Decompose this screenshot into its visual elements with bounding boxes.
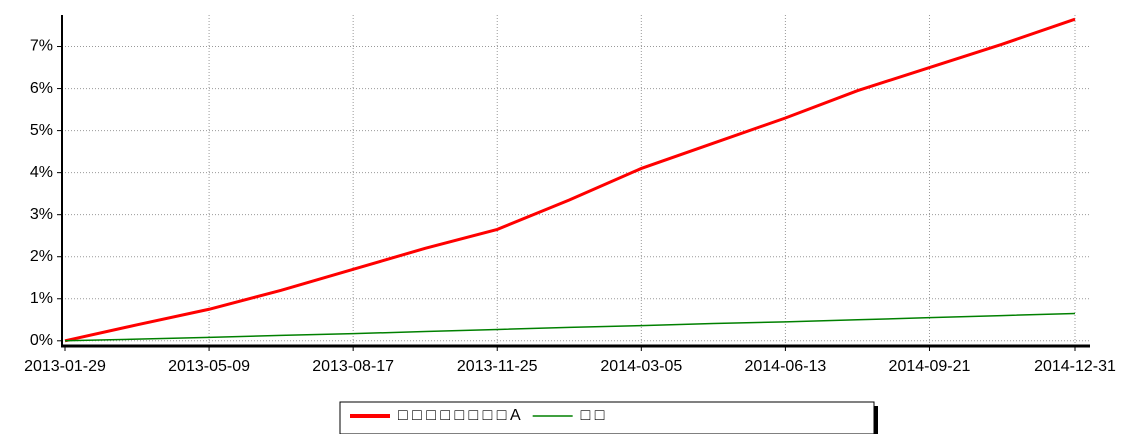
legend-box [339, 401, 875, 434]
y-tick-label: 0% [30, 332, 53, 349]
y-tick-label: 1% [30, 290, 53, 307]
legend-label: □ □ [581, 407, 605, 424]
y-tick-label: 6% [30, 80, 53, 97]
series-line [64, 17, 1076, 343]
y-tick-label: 2% [30, 248, 53, 265]
y-tick-label: 5% [30, 122, 53, 139]
x-tick-label: 2014-12-31 [1034, 358, 1116, 375]
x-tick-label: 2014-06-13 [744, 358, 826, 375]
y-tick-label: 3% [30, 206, 53, 223]
x-tick-label: 2013-08-17 [312, 358, 394, 375]
x-tick-label: 2013-11-25 [457, 358, 538, 375]
y-tick-label: 7% [30, 38, 53, 55]
x-tick-label: 2013-01-29 [24, 358, 106, 375]
x-tick-label: 2013-05-09 [168, 358, 250, 375]
x-tick-label: 2014-09-21 [889, 358, 971, 375]
series-line [64, 312, 1076, 342]
y-tick-label: 4% [30, 164, 53, 181]
x-tick-label: 2014-03-05 [600, 358, 682, 375]
legend-label: □ □ □ □ □ □ □ □ A [398, 407, 521, 424]
